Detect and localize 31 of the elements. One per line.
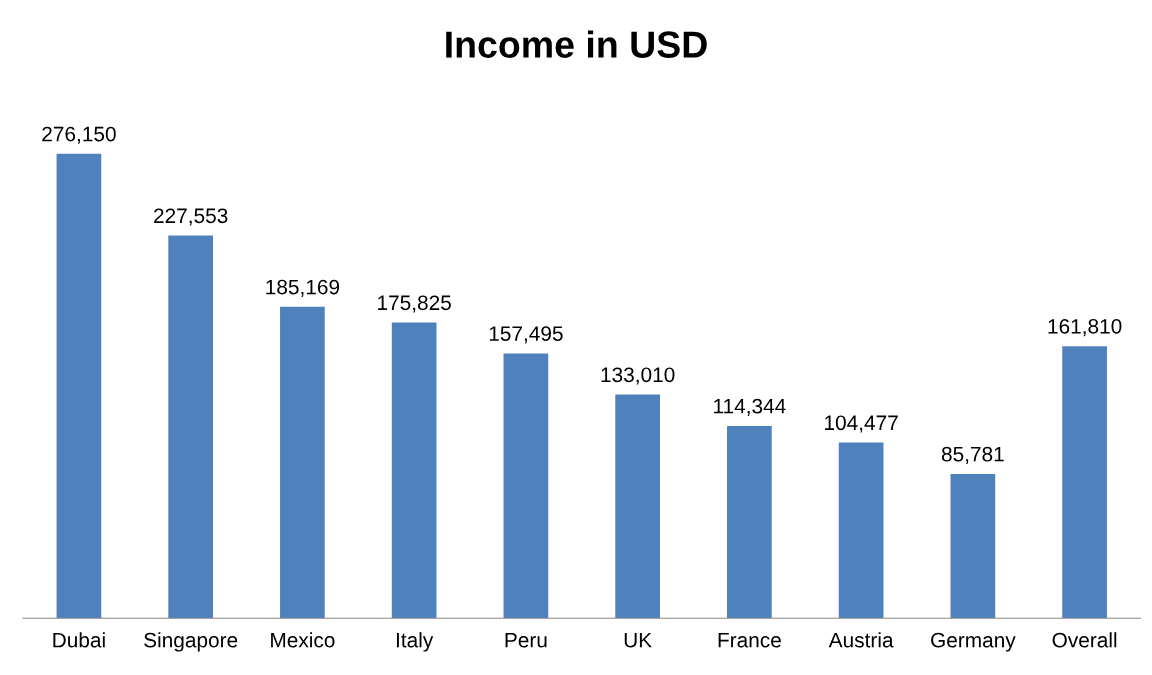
bar: [838, 442, 884, 619]
bar: [391, 322, 437, 619]
x-tick-label: Mexico: [271, 632, 335, 648]
data-label: 133,010: [601, 367, 675, 385]
data-label: 227,553: [154, 208, 228, 226]
bar: [1062, 346, 1107, 619]
bar: [615, 394, 660, 619]
chart-title: Income in USD: [446, 30, 707, 58]
x-tick-label: Peru: [505, 632, 547, 648]
x-tick-label: Germany: [931, 632, 1016, 652]
data-label: 104,477: [825, 415, 898, 433]
data-label: 161,810: [1048, 318, 1122, 337]
data-label: 157,495: [489, 326, 563, 344]
x-tick-label: France: [718, 632, 781, 648]
bar: [950, 474, 996, 619]
data-label: 85,781: [941, 446, 1004, 465]
x-tick-label: Austria: [828, 632, 894, 648]
bar: [280, 306, 325, 619]
bar: [503, 353, 549, 619]
x-tick-label: Overall: [1052, 632, 1117, 648]
x-tick-label: Singapore: [144, 632, 238, 652]
data-label: 276,150: [42, 126, 116, 144]
x-tick-label: Italy: [396, 632, 434, 652]
data-label: 185,169: [266, 279, 340, 297]
x-tick-label: Dubai: [53, 632, 105, 648]
data-label: 175,825: [378, 295, 451, 313]
bar: [56, 153, 102, 619]
bar: [727, 425, 772, 619]
data-label: 114,344: [714, 398, 786, 416]
x-tick-label: UK: [624, 632, 652, 648]
bar: [168, 235, 213, 619]
